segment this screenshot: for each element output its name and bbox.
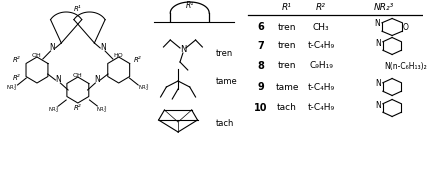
Text: O: O bbox=[402, 22, 408, 32]
Text: N: N bbox=[179, 46, 186, 54]
Text: OH: OH bbox=[73, 73, 82, 78]
Text: HO: HO bbox=[114, 53, 123, 58]
Text: OH: OH bbox=[32, 53, 42, 58]
Text: CH₃: CH₃ bbox=[312, 22, 329, 32]
Text: tach: tach bbox=[216, 119, 234, 127]
Text: 8: 8 bbox=[257, 61, 263, 71]
Text: tren: tren bbox=[216, 48, 233, 57]
Text: t-C₄H₉: t-C₄H₉ bbox=[307, 82, 334, 91]
Text: N: N bbox=[375, 101, 381, 109]
Text: tren: tren bbox=[277, 41, 296, 51]
Text: t-C₄H₉: t-C₄H₉ bbox=[307, 103, 334, 112]
Text: R¹: R¹ bbox=[281, 4, 291, 12]
Text: N: N bbox=[94, 75, 100, 85]
Text: N: N bbox=[375, 38, 381, 48]
Text: N: N bbox=[56, 75, 61, 85]
Text: 9: 9 bbox=[257, 82, 263, 92]
Text: tame: tame bbox=[216, 77, 237, 85]
Text: N: N bbox=[100, 43, 106, 53]
Text: R¹: R¹ bbox=[185, 1, 194, 10]
Text: R²: R² bbox=[316, 4, 325, 12]
Text: N: N bbox=[49, 43, 55, 53]
Text: NR$^3_2$: NR$^3_2$ bbox=[138, 83, 150, 93]
Text: 7: 7 bbox=[257, 41, 263, 51]
Text: R²: R² bbox=[133, 57, 141, 63]
Text: t-C₄H₉: t-C₄H₉ bbox=[307, 41, 334, 51]
Text: tach: tach bbox=[276, 103, 296, 112]
Text: tren: tren bbox=[277, 62, 296, 70]
Text: C₉H₁₉: C₉H₁₉ bbox=[309, 62, 332, 70]
Text: tame: tame bbox=[275, 82, 298, 91]
Text: 6: 6 bbox=[257, 22, 263, 32]
Text: tren: tren bbox=[277, 22, 296, 32]
Text: N: N bbox=[374, 20, 379, 28]
Text: NR₂³: NR₂³ bbox=[373, 4, 394, 12]
Text: NR$^3_2$: NR$^3_2$ bbox=[6, 83, 17, 93]
Text: N(n-C₆H₁₃)₂: N(n-C₆H₁₃)₂ bbox=[384, 62, 426, 70]
Text: R²: R² bbox=[74, 105, 82, 111]
Text: R²: R² bbox=[13, 57, 20, 63]
Text: NR$^3_2$: NR$^3_2$ bbox=[47, 105, 59, 115]
Text: N: N bbox=[375, 80, 381, 88]
Text: R¹: R¹ bbox=[74, 6, 82, 12]
Text: 10: 10 bbox=[253, 103, 267, 113]
Text: NR$^3_2$: NR$^3_2$ bbox=[96, 105, 108, 115]
Text: R²: R² bbox=[13, 75, 20, 81]
